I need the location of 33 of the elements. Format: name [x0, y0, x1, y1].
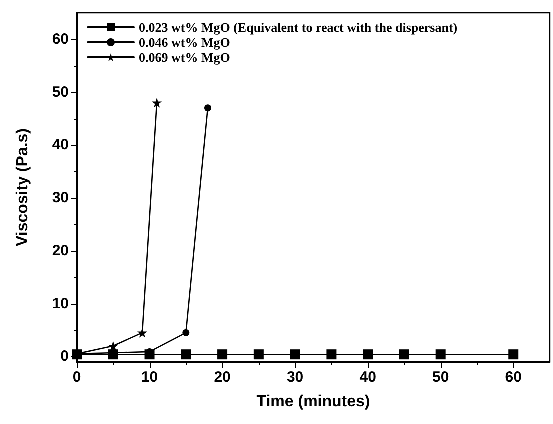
point — [152, 98, 162, 108]
y-tick-label: 60 — [52, 30, 69, 48]
point — [218, 350, 228, 360]
point — [508, 350, 519, 360]
legend-label: 0.046 wt% MgO — [139, 35, 230, 50]
x-tick-label: 30 — [286, 369, 304, 386]
x-tick-label: 0 — [72, 369, 82, 386]
legend-label: 0.023 wt% MgO (Equivalent to react with the dispersant) — [139, 20, 458, 35]
x-tick-label: 40 — [360, 369, 376, 386]
point — [137, 328, 148, 338]
point — [182, 329, 190, 336]
x-axis-title: Time (minutes) — [256, 394, 370, 410]
point — [436, 350, 446, 360]
y-tick-label: 10 — [52, 295, 69, 312]
y-axis-title: Viscosity (Pa.s) — [14, 128, 32, 246]
point — [108, 341, 118, 352]
x-tick-label: 50 — [432, 369, 450, 386]
y-tick-label: 50 — [52, 84, 69, 101]
y-tick-label: 40 — [52, 136, 69, 154]
point — [290, 350, 300, 360]
y-tick-label: 30 — [52, 190, 69, 207]
point — [326, 350, 337, 360]
x-tick-label: 20 — [214, 369, 231, 386]
x-tick-label: 10 — [141, 369, 158, 386]
legend-label: 0.069 wt% MgO — [139, 50, 230, 65]
y-tick-label: 0 — [60, 348, 69, 366]
x-tick-label: 60 — [505, 369, 522, 386]
point — [363, 350, 374, 360]
point — [204, 104, 212, 112]
point — [181, 350, 192, 360]
y-tick-label: 20 — [52, 242, 69, 260]
point — [399, 350, 410, 360]
point — [254, 350, 264, 360]
